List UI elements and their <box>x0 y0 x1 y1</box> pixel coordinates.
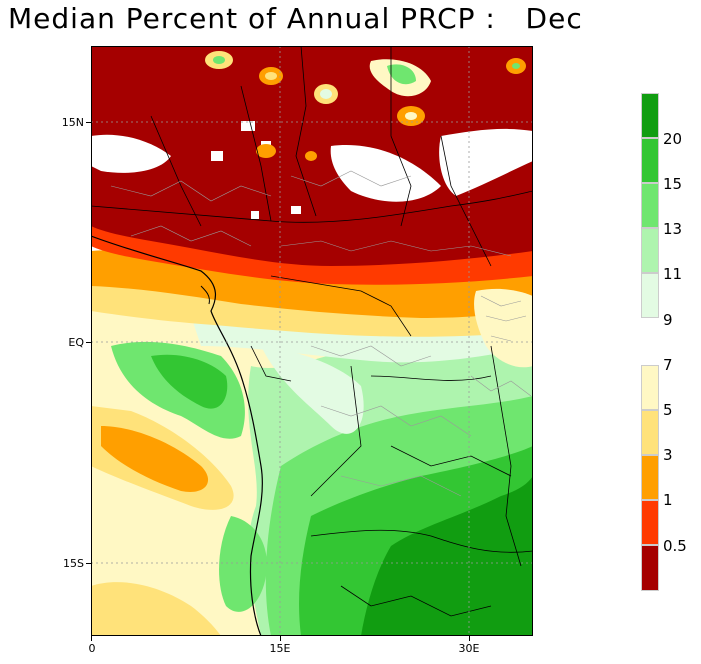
colorbar <box>641 93 659 591</box>
blob-sahara-8 <box>305 151 317 161</box>
colorbar-label-7: 7 <box>663 356 673 374</box>
colorbar-label-9: 9 <box>663 311 673 329</box>
white-cell-4 <box>291 206 301 214</box>
region-white-north-1 <box>91 134 171 173</box>
lat-tick-15n <box>86 122 91 123</box>
lon-tick-15e <box>280 636 281 641</box>
region-yellow-band <box>91 286 533 337</box>
white-cell-1 <box>241 121 255 131</box>
colorbar-label-11: 11 <box>663 265 683 283</box>
lat-tick-15s <box>86 563 91 564</box>
blob-sahara-2-core <box>265 72 277 80</box>
colorbar-label-3: 3 <box>663 446 673 464</box>
blob-sahara-7-core <box>512 63 520 69</box>
colorbar-box-3 <box>641 455 659 500</box>
map-canvas <box>91 46 533 636</box>
coastline-gulf <box>200 285 210 305</box>
colorbar-box-15 <box>641 138 659 183</box>
region-green-darkest <box>361 476 533 636</box>
colorbar-label-5: 5 <box>663 401 673 419</box>
blob-sahara-1-core <box>213 56 225 64</box>
region-yellow-sw-deep <box>91 582 221 636</box>
colorbar-box-7 <box>641 365 659 410</box>
region-green-west-strong <box>151 354 228 409</box>
colorbar-label-13: 13 <box>663 220 683 238</box>
lat-label-15s: 15S <box>63 557 84 570</box>
colorbar-box-11 <box>641 228 659 273</box>
lat-label-15n: 15N <box>61 116 84 129</box>
lat-tick-eq <box>86 342 91 343</box>
colorbar-label-05: 0.5 <box>663 537 687 555</box>
blob-sahara-4-core <box>387 64 416 85</box>
country-borders <box>91 46 533 617</box>
coastline-west <box>91 235 263 636</box>
white-cell-5 <box>251 211 259 219</box>
map-frame <box>91 46 533 636</box>
colorbar-box-20 <box>641 93 659 138</box>
lon-label-0: 0 <box>88 642 96 655</box>
lon-tick-30e <box>469 636 470 641</box>
region-green-coast <box>219 516 267 612</box>
colorbar-label-1: 1 <box>663 491 673 509</box>
blob-sahara-3-core <box>320 89 332 99</box>
graticule <box>91 46 533 636</box>
lon-tick-0 <box>91 636 92 641</box>
colorbar-label-15: 15 <box>663 175 683 193</box>
admin-borders <box>110 170 532 497</box>
colorbar-box-13 <box>641 183 659 228</box>
region-white-north-2 <box>330 145 441 202</box>
map-title: Median Percent of Annual PRCP : Dec <box>8 2 583 35</box>
lat-label-eq: EQ <box>68 336 84 349</box>
colorbar-box-05 <box>641 545 659 591</box>
colorbar-label-20: 20 <box>663 130 683 148</box>
white-cell-3 <box>211 151 223 161</box>
colorbar-box-1 <box>641 500 659 545</box>
lon-label-15e: 15E <box>269 642 291 655</box>
region-orange-ocean <box>101 426 209 492</box>
blob-sahara-6 <box>256 144 276 158</box>
precipitation-map <box>91 46 533 636</box>
region-white-north-3 <box>439 128 533 196</box>
lon-label-30e: 30E <box>458 642 480 655</box>
colorbar-box-5 <box>641 410 659 455</box>
colorbar-box-9 <box>641 273 659 318</box>
region-east-yellow <box>474 288 533 368</box>
blob-sahara-5-core <box>405 112 417 120</box>
